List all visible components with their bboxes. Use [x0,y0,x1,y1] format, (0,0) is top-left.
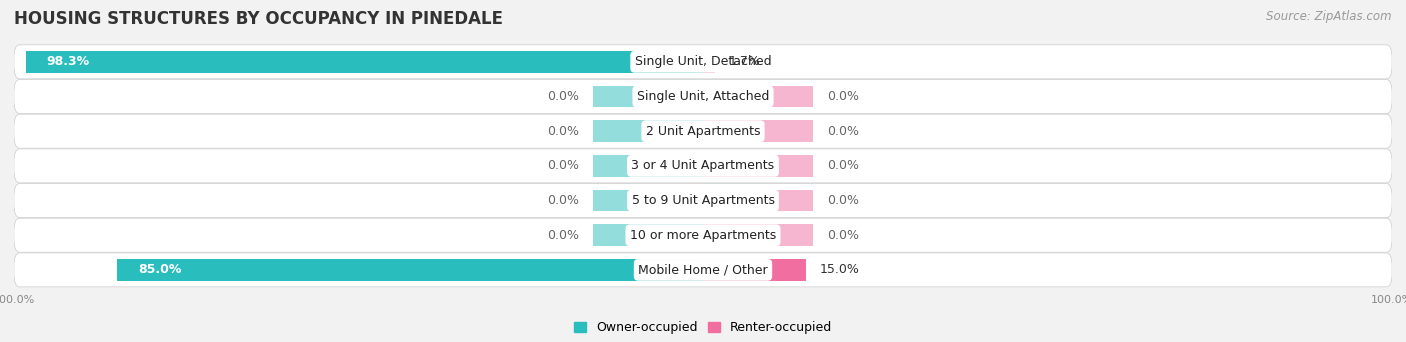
Text: 0.0%: 0.0% [547,229,579,242]
Text: 1.7%: 1.7% [728,55,761,68]
Text: 0.0%: 0.0% [827,125,859,138]
Text: 0.0%: 0.0% [827,194,859,207]
Text: HOUSING STRUCTURES BY OCCUPANCY IN PINEDALE: HOUSING STRUCTURES BY OCCUPANCY IN PINED… [14,10,503,28]
Text: 98.3%: 98.3% [46,55,90,68]
Bar [703,155,813,176]
Bar [118,259,703,281]
Text: 5 to 9 Unit Apartments: 5 to 9 Unit Apartments [631,194,775,207]
Text: 2 Unit Apartments: 2 Unit Apartments [645,125,761,138]
Text: Source: ZipAtlas.com: Source: ZipAtlas.com [1267,10,1392,23]
Text: 3 or 4 Unit Apartments: 3 or 4 Unit Apartments [631,159,775,172]
FancyBboxPatch shape [14,114,1392,148]
Text: Single Unit, Detached: Single Unit, Detached [634,55,772,68]
Bar [593,155,703,176]
Text: 0.0%: 0.0% [547,90,579,103]
Bar [703,190,813,211]
Bar [703,51,714,73]
Legend: Owner-occupied, Renter-occupied: Owner-occupied, Renter-occupied [568,316,838,339]
Bar [703,86,813,107]
Text: 15.0%: 15.0% [820,263,860,276]
Text: 10 or more Apartments: 10 or more Apartments [630,229,776,242]
Bar [25,51,703,73]
Text: 0.0%: 0.0% [547,194,579,207]
Text: Mobile Home / Other: Mobile Home / Other [638,263,768,276]
Bar [593,224,703,246]
FancyBboxPatch shape [14,253,1392,287]
Bar [593,190,703,211]
Text: 85.0%: 85.0% [138,263,181,276]
Text: 0.0%: 0.0% [547,125,579,138]
Text: 0.0%: 0.0% [827,90,859,103]
Bar [593,120,703,142]
FancyBboxPatch shape [14,80,1392,114]
FancyBboxPatch shape [14,149,1392,183]
FancyBboxPatch shape [14,184,1392,218]
Bar [703,259,807,281]
Bar [593,86,703,107]
Text: 0.0%: 0.0% [827,159,859,172]
Bar [703,120,813,142]
FancyBboxPatch shape [14,218,1392,252]
FancyBboxPatch shape [14,45,1392,79]
Text: Single Unit, Attached: Single Unit, Attached [637,90,769,103]
Bar [703,224,813,246]
Text: 0.0%: 0.0% [827,229,859,242]
Text: 0.0%: 0.0% [547,159,579,172]
